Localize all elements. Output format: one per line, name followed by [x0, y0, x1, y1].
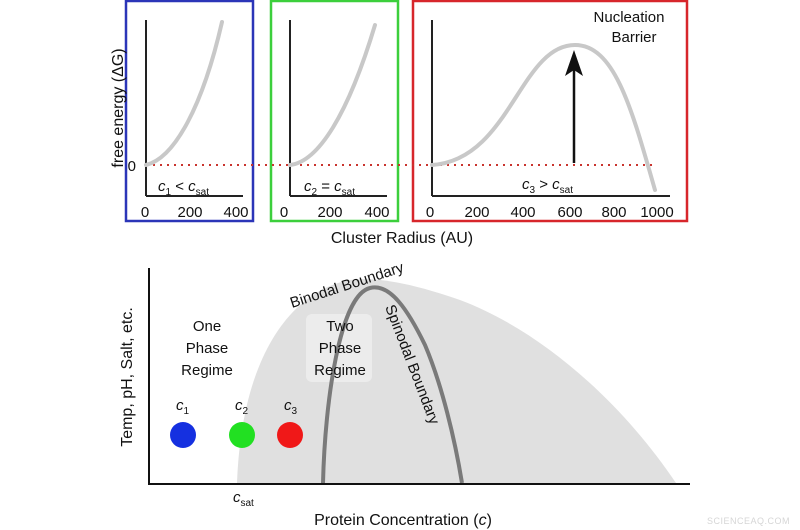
svg-text:c3: c3: [284, 397, 298, 417]
concentration-dot-c1: c1: [170, 397, 196, 448]
panel-frame-3: [411, 0, 689, 223]
tick-label: 1000: [640, 204, 673, 221]
two-phase-regime-label: Two Phase Regime: [314, 318, 366, 379]
svg-text:Phase: Phase: [319, 340, 362, 357]
dot-c2: [229, 422, 255, 448]
free-energy-axis-title: free energy (ΔG): [110, 48, 127, 167]
concentration-dot-c3: c3: [277, 397, 303, 448]
tick-label: 200: [464, 204, 489, 221]
svg-text:Phase: Phase: [186, 340, 229, 357]
panel-2-plot: [288, 20, 387, 197]
dot-c1: [170, 422, 196, 448]
arrow-head-icon: [565, 50, 583, 76]
svg-text:One: One: [193, 318, 221, 335]
concentration-dot-c2: c2: [229, 397, 255, 448]
panel-1-condition: c1 < csat: [158, 178, 209, 198]
tick-label: 600: [557, 204, 582, 221]
svg-text:Regime: Regime: [181, 362, 233, 379]
panel-1-tick-labels: 0 200 400: [141, 204, 249, 221]
zero-tick-label: 0: [128, 158, 136, 175]
watermark: SCIENCEAQ.COM: [707, 516, 790, 526]
tick-label: 200: [177, 204, 202, 221]
panel-2-energy-curve: [288, 23, 377, 167]
tick-label: 400: [364, 204, 389, 221]
svg-text:Two: Two: [326, 318, 354, 335]
spinodal-boundary-curve: [321, 285, 464, 484]
panel-3-condition: c3 > csat: [522, 176, 573, 196]
panel-3-plot: [430, 20, 670, 197]
csat-label: csat: [233, 489, 254, 509]
svg-text:c2: c2: [235, 397, 249, 417]
conditions-axis-title: Temp, pH, Salt, etc.: [119, 307, 136, 447]
panel-2-condition: c2 = csat: [304, 178, 355, 198]
tick-label: 400: [510, 204, 535, 221]
panel-3-energy-curve: [430, 42, 657, 192]
panel-frame-1: [124, 0, 255, 223]
nucleation-label-line1: Nucleation: [594, 9, 665, 26]
protein-concentration-axis-title: Protein Concentration (c): [314, 512, 492, 529]
svg-text:Regime: Regime: [314, 362, 366, 379]
panel-frame-2: [269, 0, 400, 223]
tick-label: 0: [280, 204, 288, 221]
tick-label: 200: [317, 204, 342, 221]
tick-label: 0: [141, 204, 149, 221]
nucleation-label-line2: Barrier: [611, 29, 656, 46]
one-phase-regime-label: One Phase Regime: [181, 318, 233, 379]
dot-c3: [277, 422, 303, 448]
tick-label: 0: [426, 204, 434, 221]
tick-label: 800: [601, 204, 626, 221]
panel-1-energy-curve: [144, 20, 224, 167]
svg-text:c1: c1: [176, 397, 190, 417]
panel-1-plot: [144, 20, 243, 197]
cluster-radius-axis-title: Cluster Radius (AU): [331, 230, 473, 247]
tick-label: 400: [223, 204, 248, 221]
panel-2-tick-labels: 0 200 400: [280, 204, 390, 221]
panel-3-tick-labels: 0 200 400 600 800 1000: [426, 204, 674, 221]
